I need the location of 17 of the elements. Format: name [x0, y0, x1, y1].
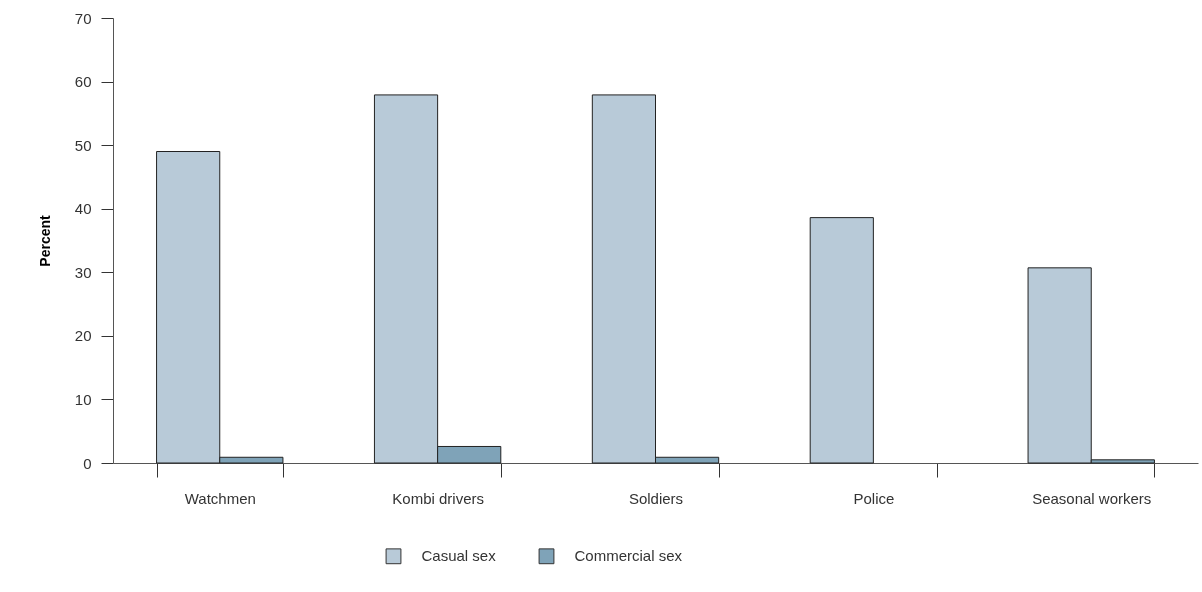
y-tick-label: 0: [83, 454, 92, 472]
x-tick-label: Seasonal workers: [1032, 489, 1152, 507]
y-tick-label: 30: [74, 263, 92, 281]
x-tick-label: Soldiers: [628, 489, 684, 507]
y-tick-label: 60: [74, 73, 92, 91]
x-tick-label: Kombi drivers: [392, 489, 484, 507]
y-tick-label: 50: [74, 136, 92, 154]
y-tick-label: 20: [74, 327, 92, 345]
legend-label: Commercial sex: [574, 547, 683, 565]
y-tick-label: 40: [74, 200, 92, 218]
y-tick-label: 70: [74, 9, 92, 27]
y-tick-label: 10: [74, 390, 92, 408]
y-axis-title: Percent: [36, 214, 53, 267]
x-tick-label: Watchmen: [184, 489, 256, 507]
bar: [809, 217, 874, 464]
legend-label: Casual sex: [421, 547, 497, 565]
x-tick-label: Police: [853, 489, 895, 507]
